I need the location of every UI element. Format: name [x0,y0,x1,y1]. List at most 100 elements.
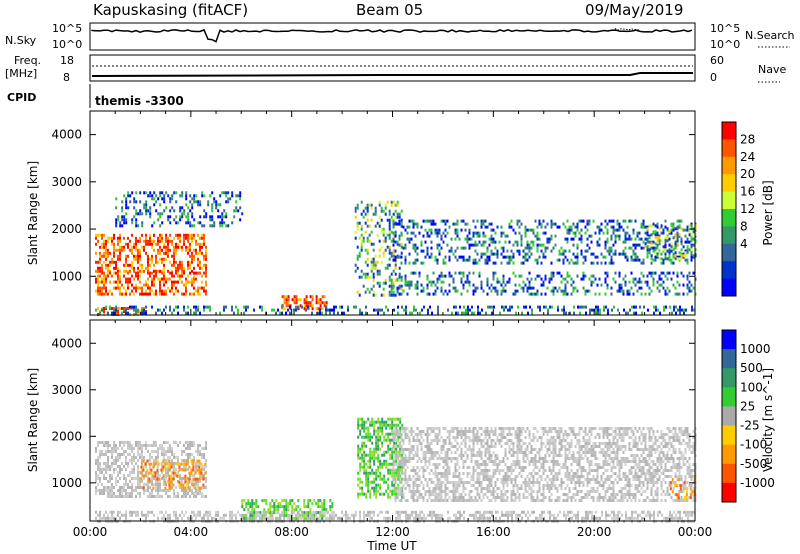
echo-cell [559,510,561,514]
echo-cell [468,243,471,247]
echo-cell [550,225,553,229]
echo-cell [553,513,555,517]
echo-cell [373,477,376,481]
echo-cell [183,450,185,453]
echo-cell [454,237,457,241]
echo-cell [596,261,599,265]
echo-cell [425,516,427,520]
echo-cell [193,292,195,296]
echo-cell [163,263,165,267]
echo-cell [562,261,565,265]
echo-cell [171,197,174,201]
echo-cell [363,465,366,469]
echo-cell [361,459,364,463]
echo-cell [570,292,573,296]
echo-cell [145,447,147,450]
echo-cell [131,468,133,471]
echo-cell [412,499,415,502]
echo-cell [125,221,128,225]
echo-cell [377,435,380,439]
echo-cell [432,430,435,433]
echo-cell [482,240,485,244]
echo-cell [570,283,573,287]
echo-cell [107,441,109,444]
echo-cell [377,429,380,433]
echo-cell [496,225,499,229]
echo-cell [586,289,589,293]
echo-cell [392,445,395,448]
echo-cell [372,272,375,276]
echo-cell [471,513,473,517]
echo-cell [388,224,391,228]
echo-cell [391,489,394,493]
echo-cell [464,222,467,226]
echo-cell [125,218,128,222]
echo-cell [247,516,249,520]
echo-cell [117,218,120,222]
echo-cell [654,233,657,237]
echo-cell [135,283,137,287]
echo-cell [103,486,105,489]
echo-cell [470,237,473,241]
echo-cell [131,305,133,309]
echo-cell [181,263,183,267]
echo-cell [365,492,368,496]
echo-cell [538,274,541,278]
echo-cell [173,513,175,517]
echo-cell [388,275,391,279]
echo-cell [625,311,627,315]
echo-cell [689,513,691,517]
echo-cell [459,305,461,309]
echo-cell [584,249,587,253]
echo-cell [157,486,159,489]
echo-cell [139,239,141,243]
echo-cell [133,456,135,459]
echo-cell [549,513,551,517]
echo-cell [127,280,129,284]
echo-cell [147,513,149,517]
echo-cell [668,255,671,259]
echo-cell [652,230,655,234]
echo-cell [115,266,117,270]
echo-cell [496,252,499,256]
echo-cell [521,510,523,514]
echo-cell [385,420,388,424]
echo-cell [189,194,192,198]
echo-cell [413,308,415,312]
echo-cell [119,221,122,225]
echo-cell [181,477,183,480]
echo-cell [381,462,384,466]
echo-cell [145,236,147,240]
echo-cell [141,289,143,293]
echo-cell [454,231,457,235]
echo-cell [167,471,169,474]
echo-cell [440,274,443,278]
echo-cell [514,289,517,293]
echo-cell [693,510,695,514]
echo-cell [221,212,224,216]
echo-cell [293,311,295,315]
echo-cell [137,248,139,252]
echo-cell [109,280,111,284]
echo-cell [263,516,265,520]
echo-cell [391,462,394,466]
echo-cell [157,197,160,201]
echo-cell [161,277,163,281]
echo-cell [471,311,473,315]
echo-cell [369,453,372,457]
echo-cell [662,280,665,284]
echo-cell [113,447,115,450]
echo-cell [686,248,689,252]
echo-cell [610,225,613,229]
echo-cell [688,289,691,293]
echo-cell [361,480,364,484]
echo-cell [145,191,148,195]
power-ylabel: Slant Range [km] [26,161,40,265]
echo-cell [484,240,487,244]
echo-cell [494,246,497,250]
echo-cell [105,254,107,258]
echo-cell [141,307,143,310]
echo-cell [203,468,205,471]
echo-cell [153,444,155,447]
echo-cell [606,283,609,287]
